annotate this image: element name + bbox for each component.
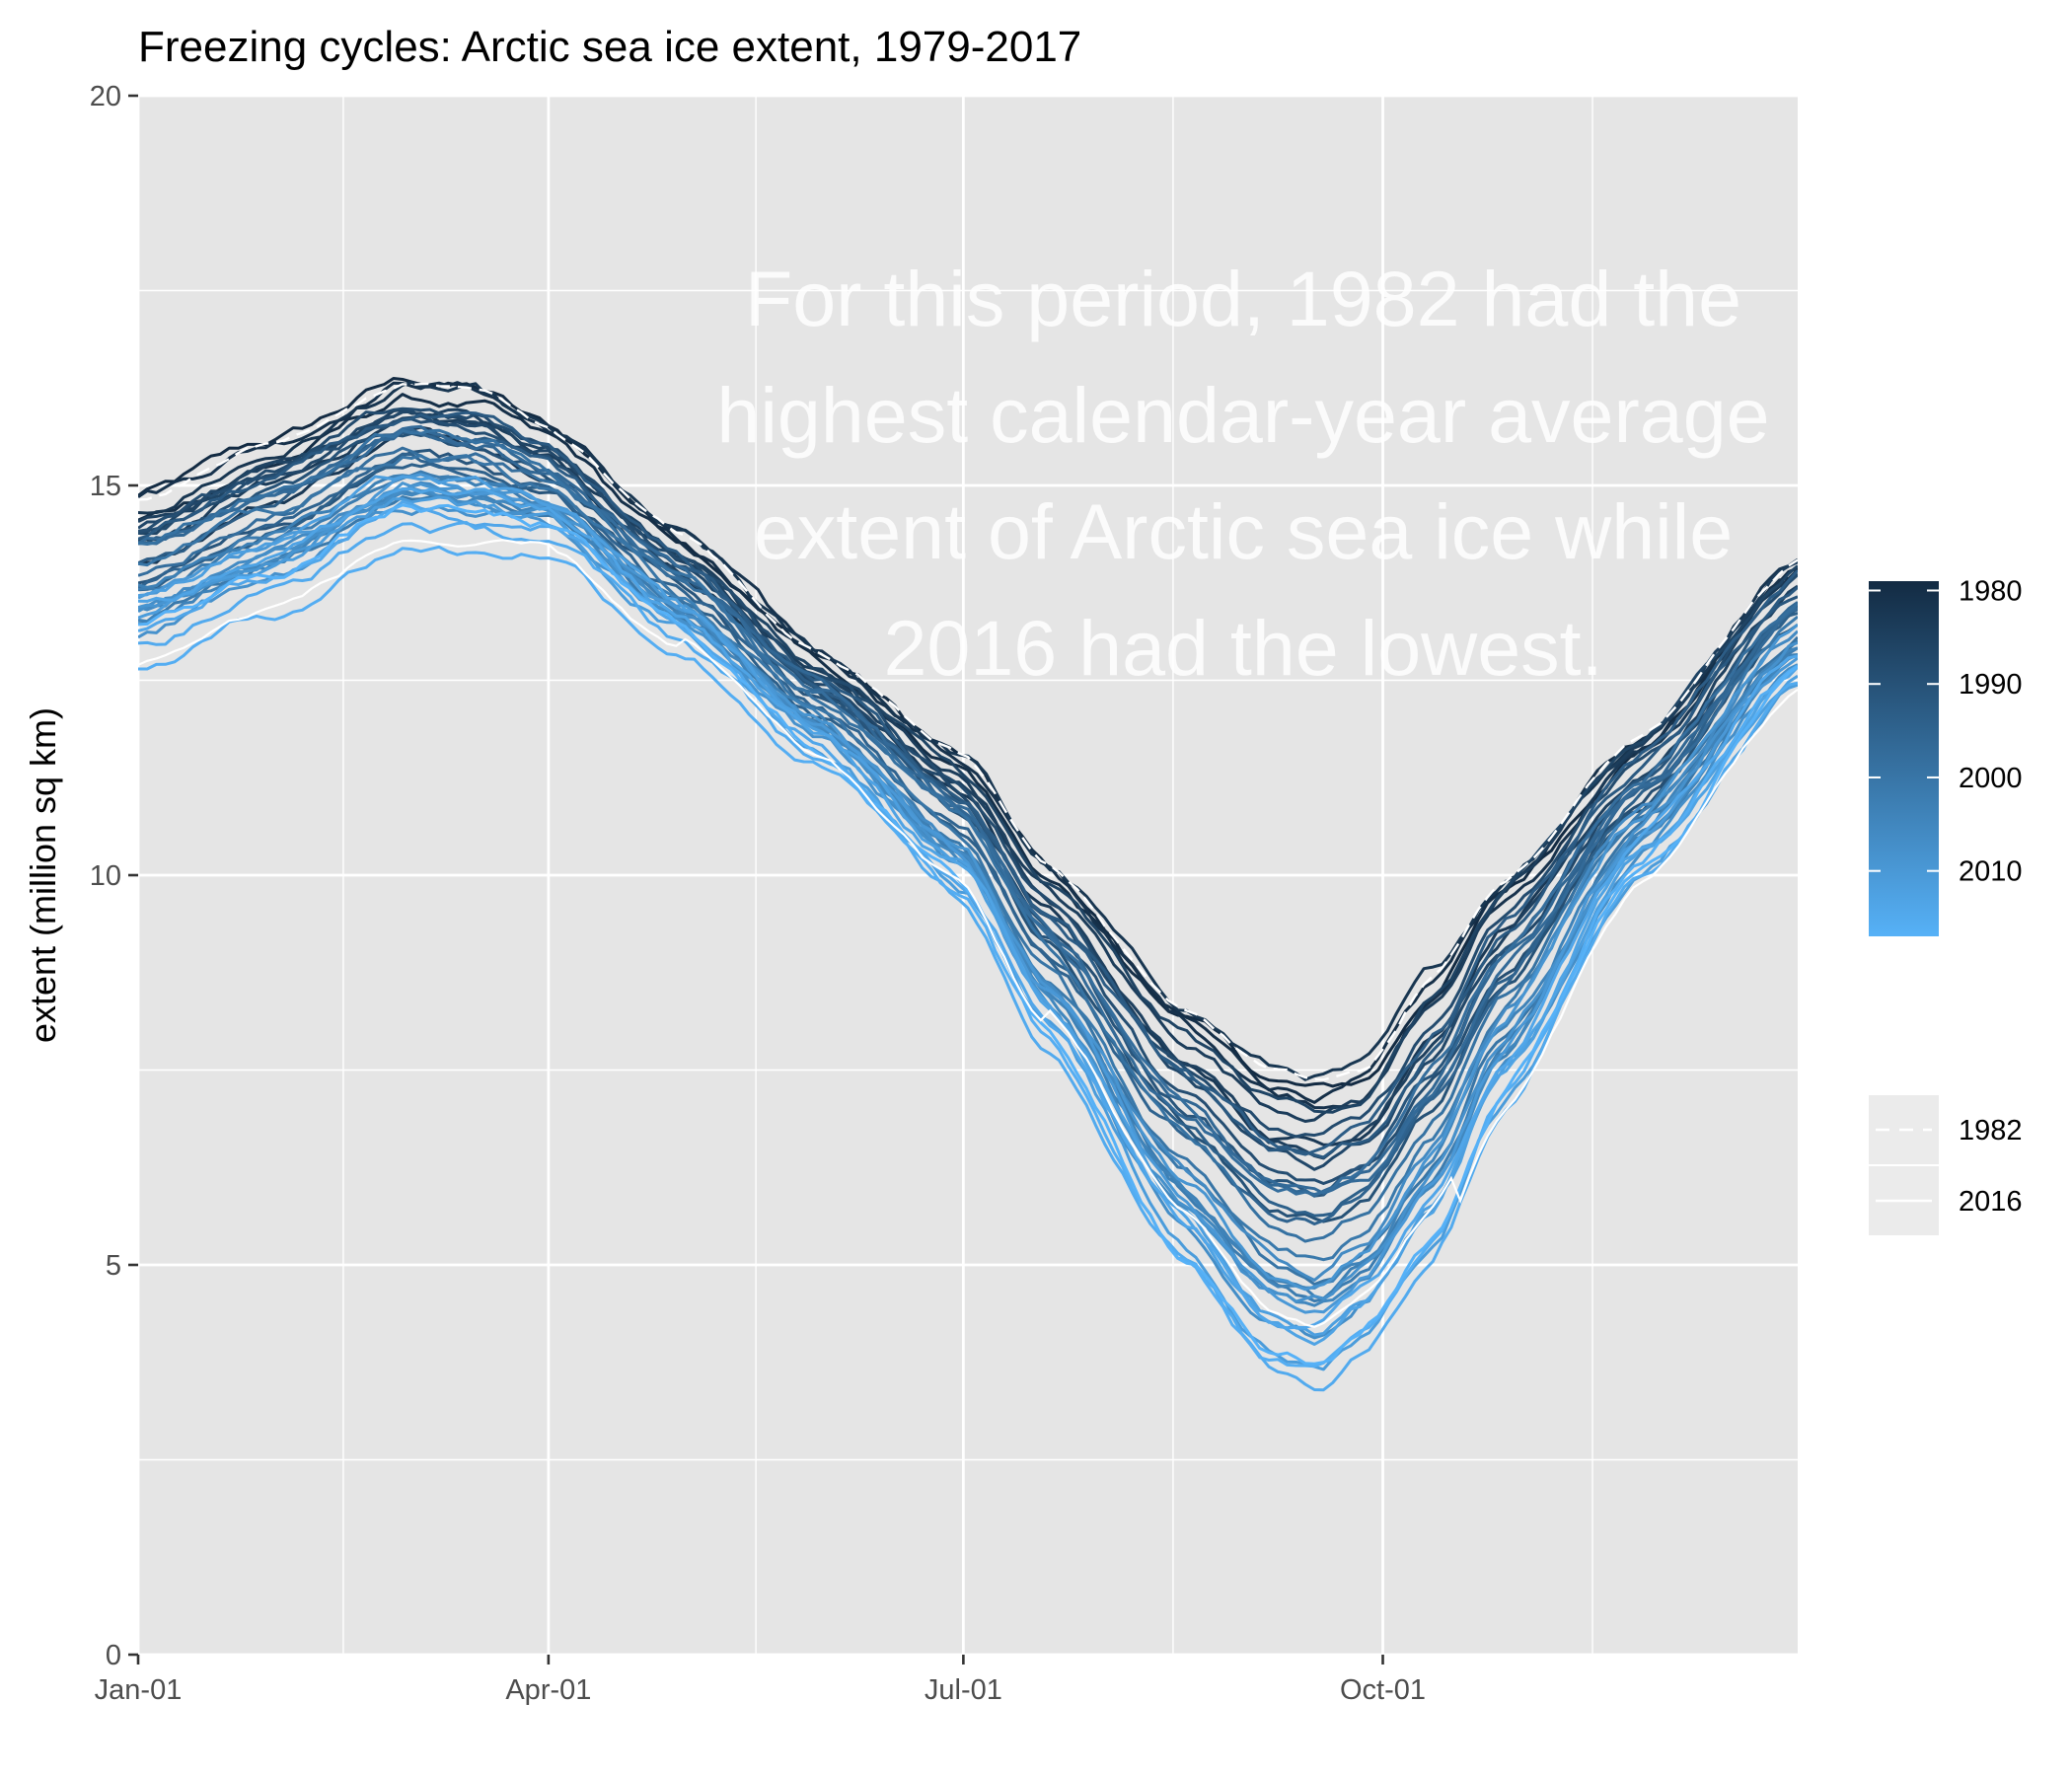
series-line-2016 — [138, 545, 1798, 1369]
series-line-1988 — [138, 407, 1798, 1139]
series-line-2017 — [138, 503, 1798, 1366]
series-line-2015 — [138, 521, 1798, 1392]
y-tick-label: 5 — [106, 1250, 121, 1282]
highlight-line-1982 — [138, 382, 1798, 1081]
series-line-2012 — [138, 475, 1798, 1337]
y-tick-label: 20 — [90, 81, 121, 112]
colorbar-label: 1980 — [1959, 575, 2023, 607]
colorbar-label: 2000 — [1959, 763, 2023, 794]
x-tick-label: Jan-01 — [95, 1674, 183, 1706]
series-line-2009 — [138, 481, 1798, 1292]
series-line-1999 — [138, 428, 1798, 1243]
legend-label-2016: 2016 — [1959, 1186, 2023, 1218]
x-tick-label: Jul-01 — [925, 1674, 1002, 1706]
y-tick-label: 10 — [90, 860, 121, 892]
annotation-line: extent of Arctic sea ice while — [754, 487, 1733, 575]
y-tick-label: 0 — [106, 1640, 121, 1671]
annotation: For this period, 1982 had the highest cal… — [716, 255, 1769, 692]
colorbar-label: 2010 — [1959, 856, 2023, 888]
annotation-line: For this period, 1982 had the — [745, 255, 1741, 342]
series-line-2010 — [138, 473, 1798, 1314]
colorbar-label: 1990 — [1959, 669, 2023, 701]
y-axis: 0 5 10 15 20 — [90, 81, 138, 1671]
legend-label-1982: 1982 — [1959, 1115, 2023, 1147]
annotation-line: highest calendar-year average — [716, 371, 1769, 459]
series-line-2014 — [138, 500, 1798, 1330]
x-axis: Jan-01 Apr-01 Jul-01 Oct-01 — [95, 1655, 1426, 1706]
x-tick-label: Oct-01 — [1340, 1674, 1426, 1706]
colorbar — [1869, 581, 1939, 936]
series-lines — [138, 377, 1798, 1392]
color-legend: 1980 1990 2000 2010 — [1869, 575, 2023, 936]
chart-title: Freezing cycles: Arctic sea ice extent, … — [138, 23, 1081, 71]
series-line-1997 — [138, 424, 1798, 1195]
highlight-legend: 1982 2016 — [1869, 1095, 2023, 1235]
highlight-line-2016 — [138, 539, 1798, 1328]
y-axis-label: extent (million sq km) — [23, 707, 63, 1043]
series-line-1981 — [138, 381, 1798, 1110]
colorbar-ticks: 1980 1990 2000 2010 — [1869, 575, 2023, 888]
x-tick-label: Apr-01 — [505, 1674, 591, 1706]
series-line-2013 — [138, 487, 1798, 1346]
highlight-lines — [138, 382, 1798, 1328]
series-line-1996 — [138, 427, 1798, 1198]
annotation-line: 2016 had the lowest. — [883, 604, 1602, 692]
y-tick-label: 15 — [90, 471, 121, 502]
